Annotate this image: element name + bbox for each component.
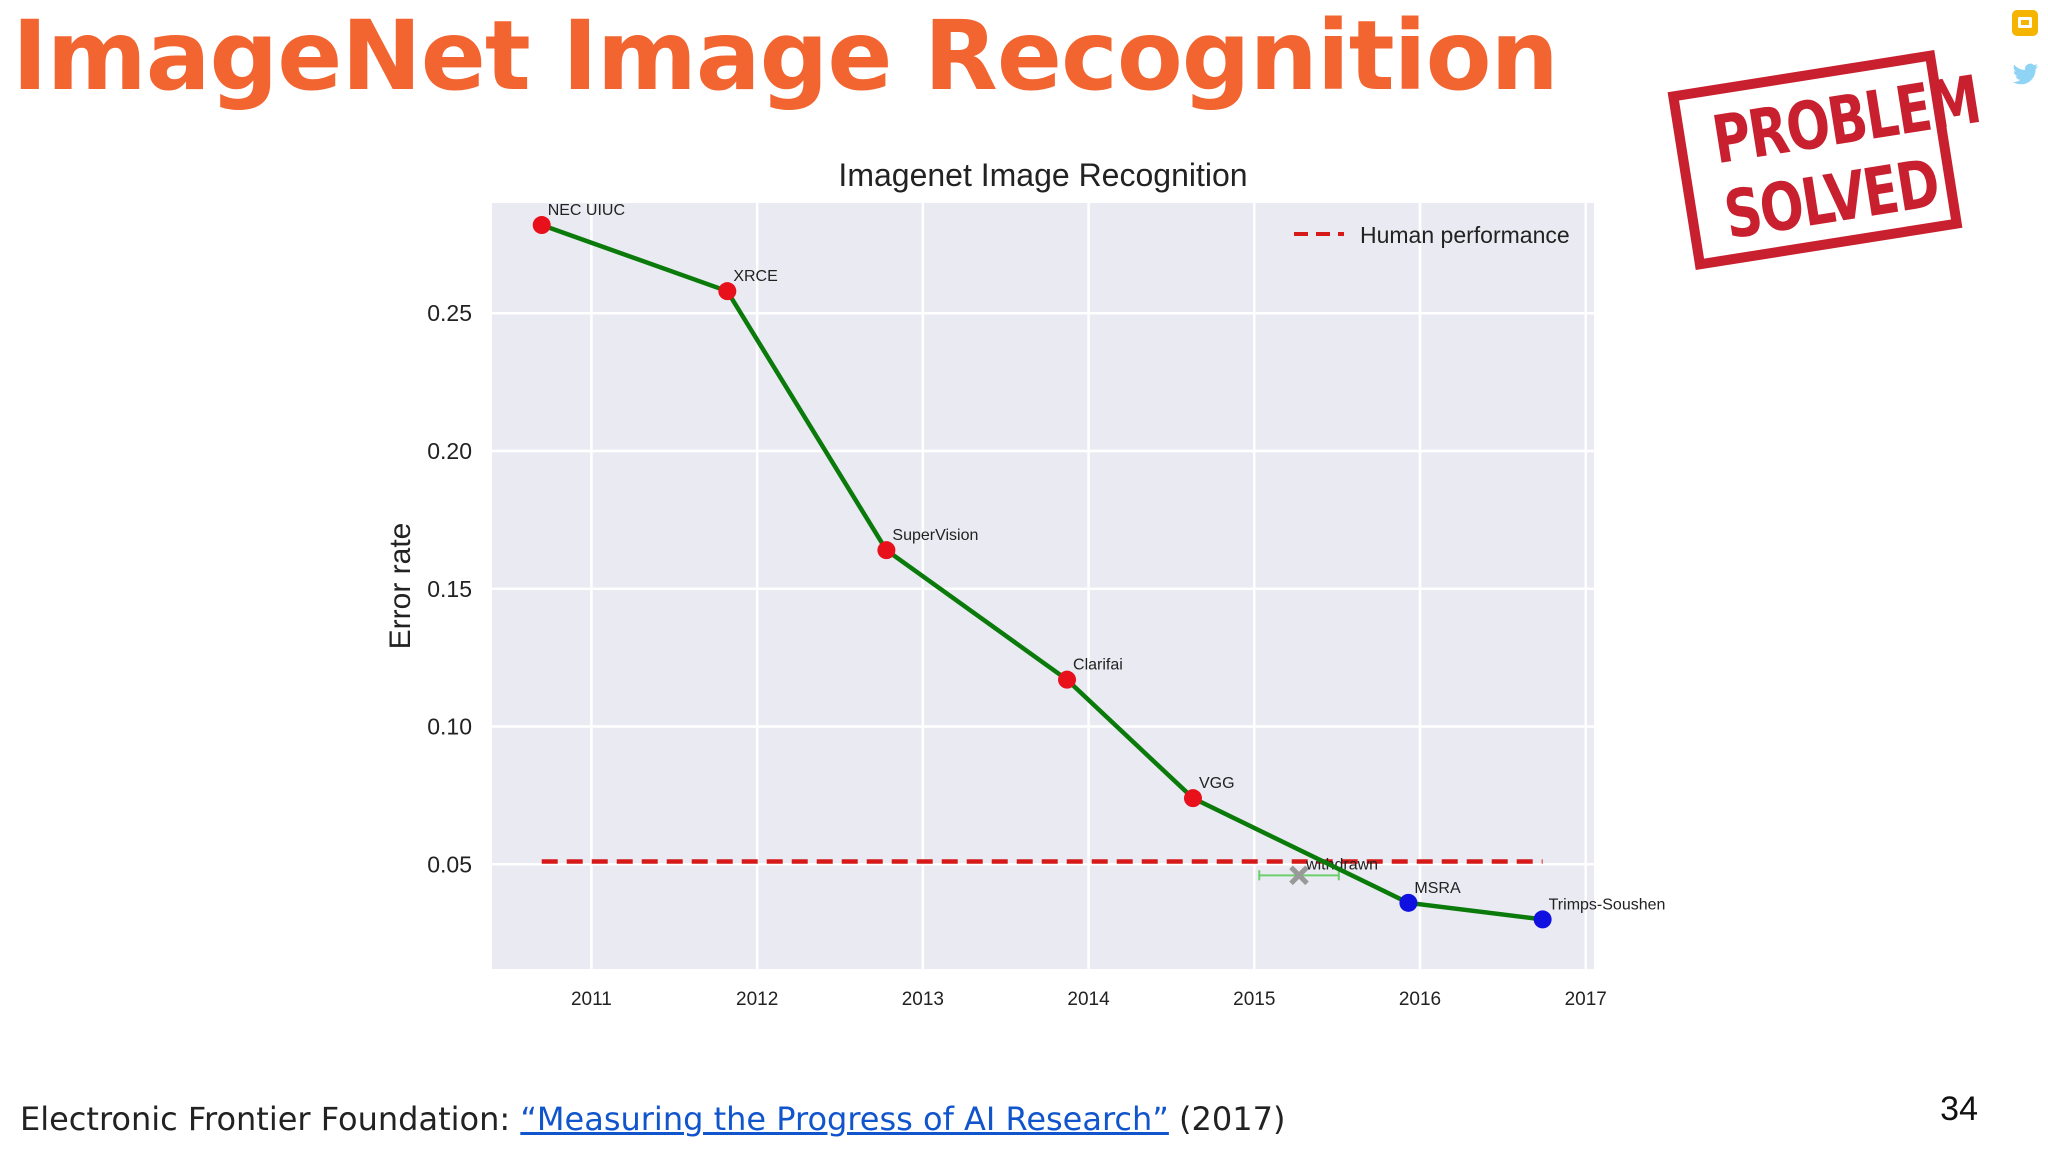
y-tick-label: 0.05 bbox=[427, 851, 472, 877]
data-point bbox=[1399, 893, 1418, 912]
y-tick-label: 0.10 bbox=[427, 714, 472, 740]
data-point-label: SuperVision bbox=[892, 527, 978, 544]
data-point bbox=[877, 541, 896, 560]
grid-lines bbox=[492, 203, 1594, 969]
source-year: (2017) bbox=[1168, 1100, 1286, 1138]
x-tick-label: 2011 bbox=[571, 989, 612, 1010]
twitter-icon[interactable] bbox=[2008, 56, 2044, 92]
x-tick-label: 2013 bbox=[902, 989, 944, 1010]
data-point-label: VGG bbox=[1199, 775, 1235, 792]
side-icon-bar bbox=[2008, 6, 2044, 106]
data-point bbox=[1058, 670, 1077, 689]
data-point-label: MSRA bbox=[1414, 880, 1461, 897]
y-tick-label: 0.15 bbox=[427, 576, 472, 602]
data-point-label: Trimps-Soushen bbox=[1549, 896, 1666, 913]
chart-title: Imagenet Image Recognition bbox=[838, 157, 1247, 193]
data-point bbox=[532, 216, 551, 235]
data-point-label: Clarifai bbox=[1073, 657, 1123, 674]
plot-area bbox=[492, 203, 1594, 969]
y-tick-label: 0.20 bbox=[427, 438, 472, 464]
data-point-label: XRCE bbox=[733, 268, 777, 285]
tick-labels: 2011 2012 2013 2014 2015 2016 2017 0.05 0.10 0.15… bbox=[427, 300, 1607, 1010]
x-tick-label: 2015 bbox=[1233, 989, 1275, 1010]
source-org: Electronic Frontier Foundation: bbox=[20, 1100, 521, 1138]
data-point bbox=[1183, 789, 1202, 808]
legend-human-label: Human performance bbox=[1360, 222, 1570, 248]
legend: Human performance bbox=[1294, 222, 1570, 248]
y-tick-label: 0.25 bbox=[427, 300, 472, 326]
data-point bbox=[718, 282, 737, 301]
source-citation: Electronic Frontier Foundation: “Measuri… bbox=[20, 1100, 1285, 1138]
data-point bbox=[1533, 910, 1552, 929]
x-tick-label: 2017 bbox=[1565, 989, 1607, 1010]
x-tick-label: 2012 bbox=[736, 989, 778, 1010]
x-tick-label: 2016 bbox=[1399, 989, 1441, 1010]
page-number: 34 bbox=[1940, 1090, 1978, 1128]
slides-icon[interactable] bbox=[2008, 6, 2044, 42]
slide-title: ImageNet Image Recognition bbox=[12, 0, 1559, 112]
y-axis-label: Error rate bbox=[384, 523, 417, 650]
data-point-label: NEC UIUC bbox=[548, 202, 625, 219]
withdrawn-marker bbox=[1289, 865, 1309, 886]
source-link[interactable]: “Measuring the Progress of AI Research” bbox=[520, 1100, 1169, 1138]
x-tick-label: 2014 bbox=[1067, 989, 1110, 1010]
